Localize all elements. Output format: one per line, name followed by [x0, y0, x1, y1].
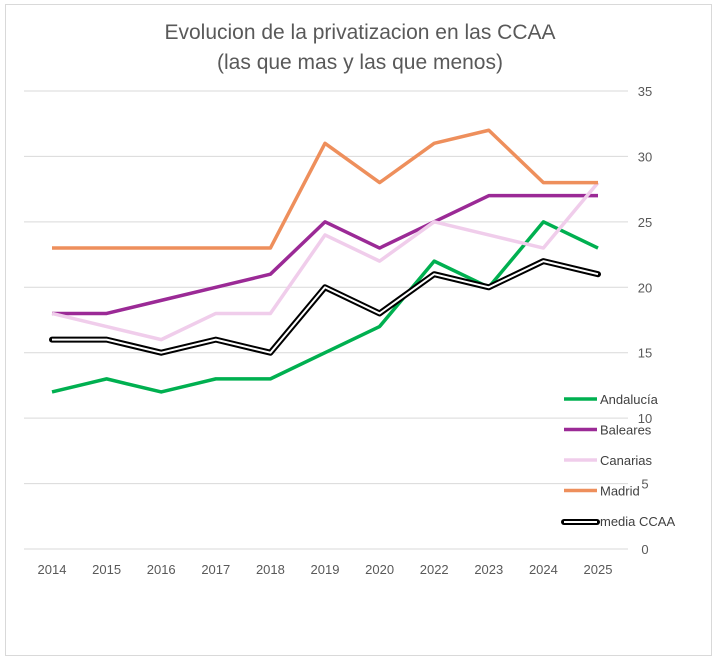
y-tick-label: 35	[638, 84, 652, 99]
legend-label: Madrid	[600, 484, 640, 499]
x-tick-label: 2019	[311, 562, 340, 577]
x-tick-label: 2023	[474, 562, 503, 577]
x-tick-label: 2020	[365, 562, 394, 577]
y-tick-label: 15	[638, 346, 652, 361]
x-tick-label: 2022	[420, 562, 449, 577]
x-tick-label: 2016	[147, 562, 176, 577]
legend-label: Andalucía	[600, 392, 659, 407]
x-tick-label: 2014	[38, 562, 67, 577]
y-tick-label: 30	[638, 149, 652, 164]
x-tick-label: 2025	[584, 562, 613, 577]
y-tick-label: 25	[638, 215, 652, 230]
chart-title: Evolucion de la privatizacion en las CCA…	[164, 21, 556, 44]
x-tick-label: 2024	[529, 562, 558, 577]
chart-frame	[5, 4, 712, 656]
legend-label: Canarias	[600, 453, 653, 468]
x-tick-label: 2017	[201, 562, 230, 577]
series-line-baleares	[52, 193, 598, 316]
chart-subtitle: (las que mas y las que menos)	[217, 51, 503, 74]
y-tick-label: 20	[638, 280, 652, 295]
series-line-madrid	[52, 128, 598, 250]
y-tick-label: 10	[638, 411, 652, 426]
series-line-canarias	[51, 181, 600, 342]
legend-label: Baleares	[600, 423, 652, 438]
x-tick-label: 2015	[92, 562, 121, 577]
series-line-media-ccaa-inner	[52, 260, 599, 354]
y-tick-label: 5	[641, 477, 648, 492]
series-line-andalucía	[51, 220, 599, 394]
x-tick-label: 2018	[256, 562, 285, 577]
y-tick-label: 0	[641, 542, 648, 557]
legend-label: media CCAA	[600, 514, 675, 529]
